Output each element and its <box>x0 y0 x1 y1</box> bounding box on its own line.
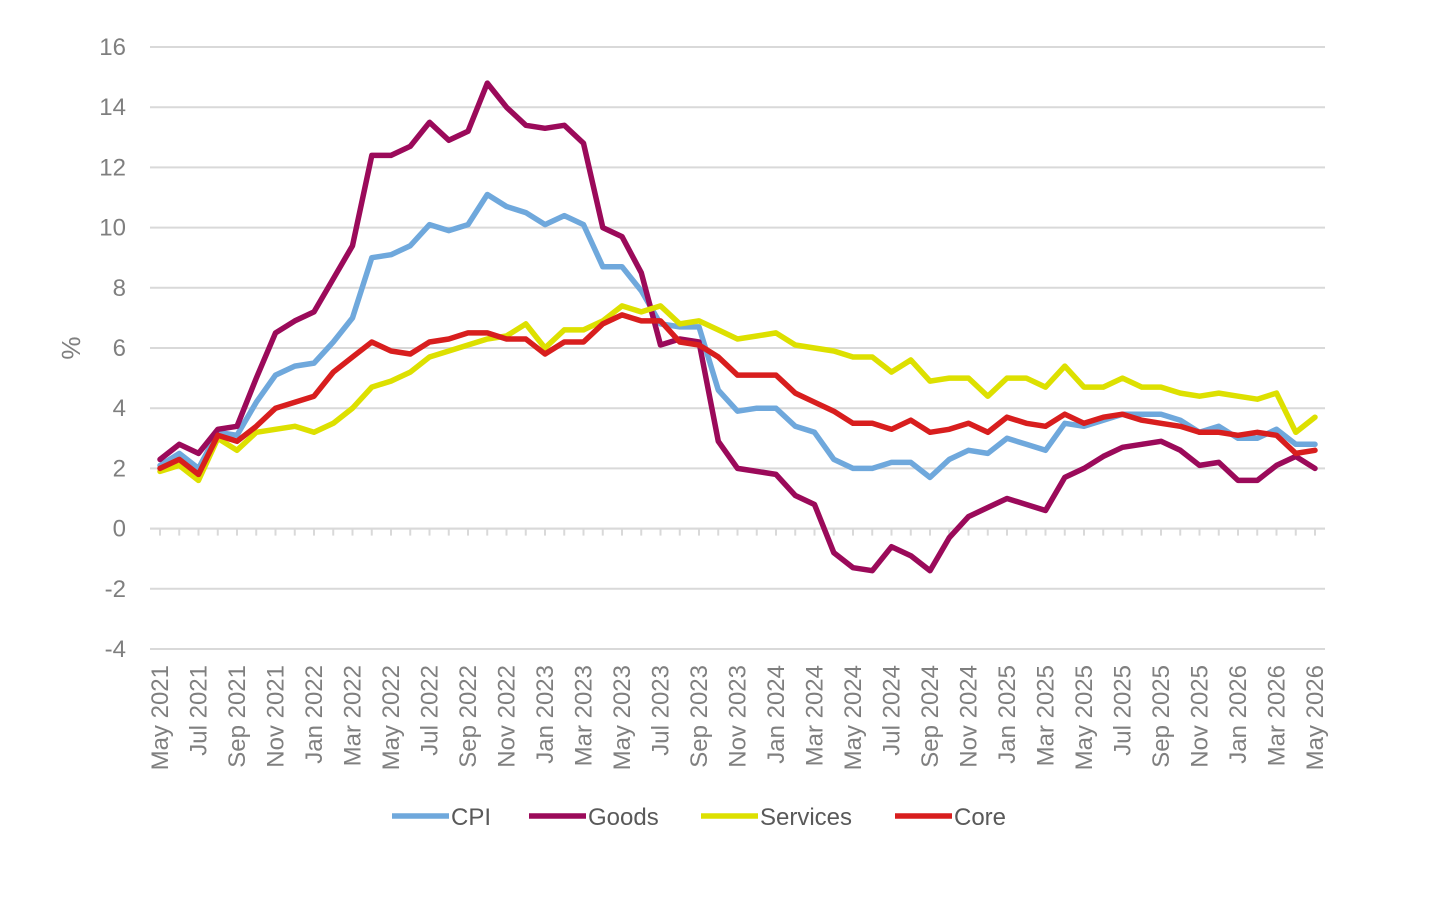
x-tick-label: Jan 2024 <box>763 665 790 764</box>
y-axis-title: % <box>56 336 86 359</box>
x-tick-label: Sep 2025 <box>1148 665 1175 768</box>
y-tick-label: 10 <box>99 215 126 242</box>
x-tick-label: Jan 2022 <box>301 665 328 764</box>
y-tick-label: 14 <box>99 94 126 121</box>
y-tick-label: 0 <box>113 516 126 543</box>
x-tick-label: Nov 2023 <box>725 665 752 768</box>
x-tick-label: Nov 2024 <box>956 665 983 768</box>
x-tick-label: Sep 2022 <box>455 665 482 768</box>
x-tick-label: May 2023 <box>609 665 636 770</box>
series-line-cpi <box>157 191 1318 481</box>
y-tick-label: 12 <box>99 154 126 181</box>
x-tick-labels: May 2021 Jul 2021 Sep 2021 Nov 2021 Jan 2022… <box>147 665 1329 770</box>
x-tick-label: May 2025 <box>1071 665 1098 770</box>
legend-label: Goods <box>588 804 659 831</box>
x-tick-label: Jul 2022 <box>417 665 444 756</box>
x-tick-label: Jan 2026 <box>1225 665 1252 764</box>
series-line-core <box>157 312 1318 478</box>
x-tick-label: Mar 2024 <box>802 665 829 766</box>
x-tick-label: Sep 2023 <box>686 665 713 768</box>
y-tick-label: -4 <box>105 636 126 663</box>
x-tick-label: May 2021 <box>147 665 174 770</box>
x-tick-label: Sep 2021 <box>224 665 251 768</box>
x-tick-label: Sep 2024 <box>917 665 944 768</box>
x-axis <box>150 527 1325 536</box>
legend-item-services: Services <box>701 804 852 831</box>
x-tick-label: Nov 2025 <box>1187 665 1214 768</box>
x-tick-label: Jul 2023 <box>648 665 675 756</box>
series-line-goods <box>157 80 1318 574</box>
x-tick-label: Nov 2021 <box>263 665 290 768</box>
legend-item-cpi: CPI <box>392 804 491 831</box>
y-tick-label: 16 <box>99 34 126 61</box>
x-tick-label: Jul 2025 <box>1110 665 1137 756</box>
x-tick-label: Mar 2022 <box>340 665 367 766</box>
series-line-services <box>157 303 1318 484</box>
legend-label: CPI <box>451 804 491 831</box>
series-lines <box>157 80 1318 574</box>
x-tick-label: Jul 2021 <box>186 665 213 756</box>
x-tick-label: May 2026 <box>1302 665 1329 770</box>
x-tick-label: Mar 2023 <box>571 665 598 766</box>
y-tick-label: 6 <box>113 335 126 362</box>
y-axis: -4 -2 0 2 4 6 8 10 12 14 16 <box>99 34 126 663</box>
x-tick-label: Mar 2026 <box>1264 665 1291 766</box>
x-tick-label: May 2024 <box>840 665 867 770</box>
legend-item-core: Core <box>895 804 1006 831</box>
y-tick-label: 4 <box>113 395 126 422</box>
y-tick-label: 2 <box>113 455 126 482</box>
x-tick-label: Jan 2023 <box>532 665 559 764</box>
x-tick-label: Mar 2025 <box>1033 665 1060 766</box>
x-tick-label: May 2022 <box>378 665 405 770</box>
legend: CPI Goods Services Core <box>392 804 1006 831</box>
legend-label: Services <box>760 804 852 831</box>
legend-item-goods: Goods <box>529 804 659 831</box>
y-tick-label: 8 <box>113 275 126 302</box>
legend-label: Core <box>954 804 1006 831</box>
x-tick-label: Jan 2025 <box>994 665 1021 764</box>
y-tick-label: -2 <box>105 576 126 603</box>
x-tick-label: Nov 2022 <box>494 665 521 768</box>
x-tick-label: Jul 2024 <box>879 665 906 756</box>
